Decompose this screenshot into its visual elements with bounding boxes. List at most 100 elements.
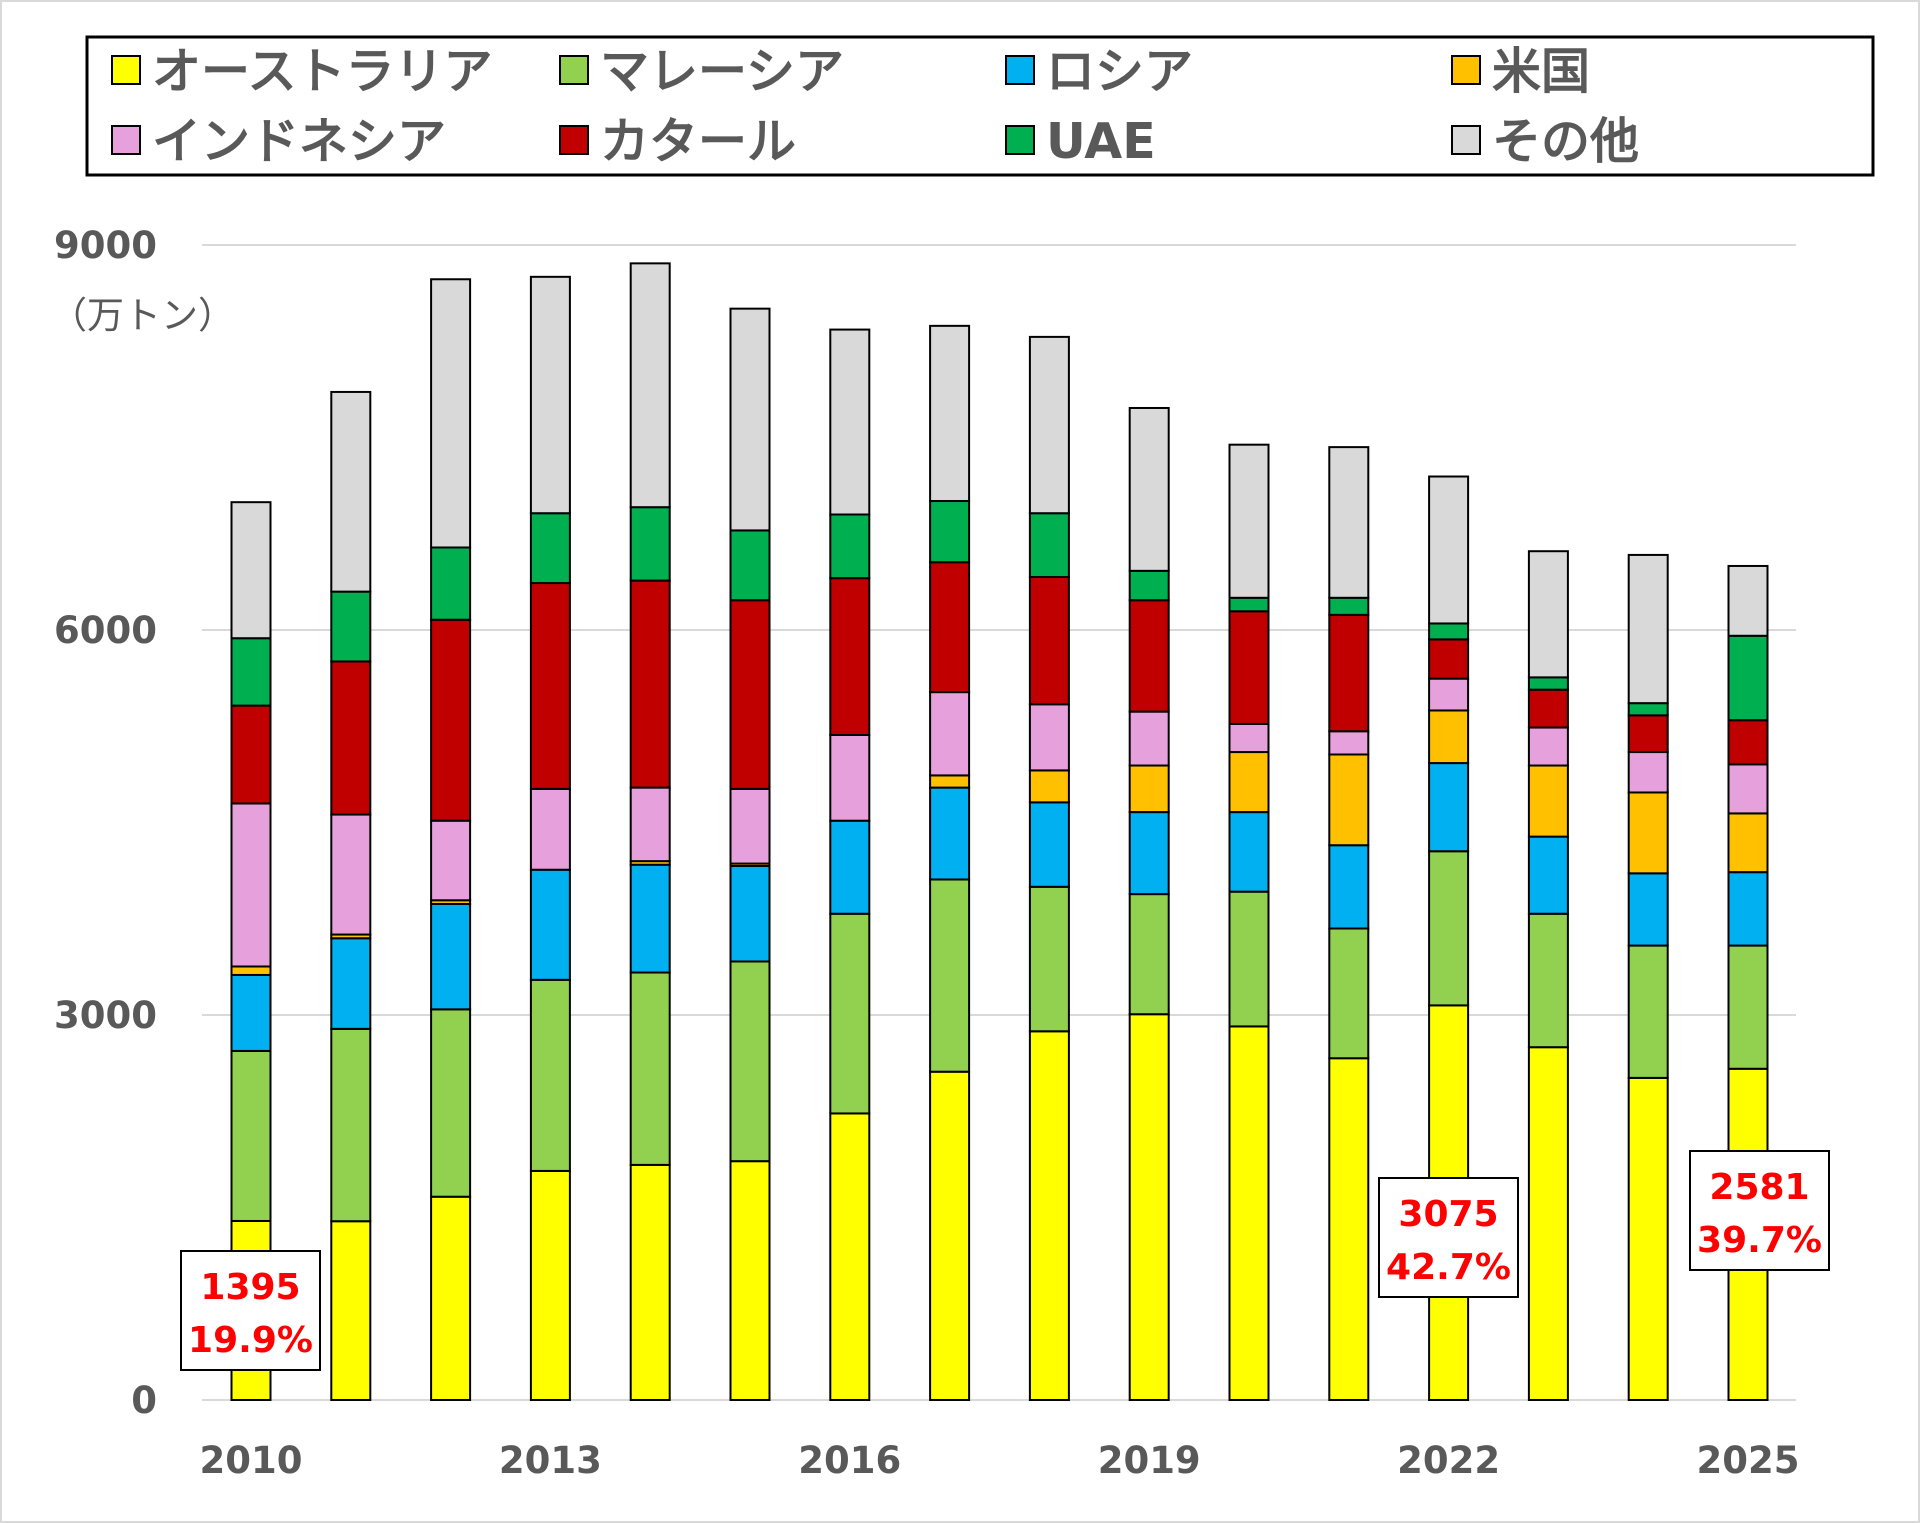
bar-segment xyxy=(1128,811,1170,896)
bar-segment xyxy=(1428,677,1470,712)
bar-segment xyxy=(1328,730,1370,756)
callout-value: 3075 xyxy=(1398,1194,1498,1235)
legend-box xyxy=(85,35,1875,177)
bar-segment xyxy=(230,1049,272,1222)
bar-segment xyxy=(729,599,771,790)
bar-segment xyxy=(529,1169,571,1402)
bar-segment xyxy=(1028,885,1070,1033)
bar-segment xyxy=(829,819,871,915)
legend-item: マレーシア xyxy=(559,43,844,100)
legend-item: カタール xyxy=(559,113,796,170)
bar-segment xyxy=(1128,599,1170,713)
bar-stack-2013 xyxy=(529,275,571,1402)
bar-segment xyxy=(529,275,571,515)
bar-segment xyxy=(1627,714,1669,754)
legend-item: インドネシア xyxy=(111,113,446,170)
bar-segment xyxy=(929,774,971,789)
legend-label: インドネシア xyxy=(152,113,446,170)
x-tick-label: 2010 xyxy=(200,1439,303,1482)
bar-segment xyxy=(430,902,472,1011)
bar-segment xyxy=(629,1163,671,1401)
bar-segment xyxy=(1328,1057,1370,1401)
legend-swatch xyxy=(559,55,589,85)
bar-segment xyxy=(1727,564,1769,637)
bar-segment xyxy=(929,324,971,503)
bar-segment xyxy=(1328,596,1370,616)
bar-segment xyxy=(1228,751,1270,814)
data-callout-2022: 3075 42.7% xyxy=(1378,1177,1519,1298)
bar-segment xyxy=(430,1195,472,1401)
bar-segment xyxy=(1028,1030,1070,1401)
bar-segment xyxy=(829,912,871,1115)
annotations: 1395 19.9% 3075 42.7% 2581 39.7% xyxy=(180,1150,1830,1371)
bar-segment xyxy=(1428,475,1470,625)
bar-stack-2016 xyxy=(829,328,871,1401)
bar-segment xyxy=(1627,872,1669,947)
bar-segment xyxy=(529,978,571,1172)
bar-stack-2014 xyxy=(629,262,671,1401)
bar-segment xyxy=(729,865,771,963)
x-tick-label: 2019 xyxy=(1098,1439,1201,1482)
bar-segment xyxy=(529,582,571,790)
bar-segment xyxy=(230,802,272,968)
bar-segment xyxy=(1128,710,1170,767)
bar-segment xyxy=(829,328,871,516)
bar-segment xyxy=(1527,1046,1569,1401)
callout-share: 39.7% xyxy=(1697,1220,1822,1261)
y-tick-label: 9000 xyxy=(54,224,157,267)
bar-segment xyxy=(1727,944,1769,1070)
bar-segment xyxy=(330,590,372,663)
x-tick-label: 2022 xyxy=(1397,1439,1500,1482)
bar-segment xyxy=(330,1027,372,1223)
bar-segment xyxy=(230,637,272,707)
bar-segment xyxy=(230,501,272,640)
legend-label: ロシア xyxy=(1046,43,1193,100)
bar-segment xyxy=(929,691,971,777)
bar-segment xyxy=(330,1220,372,1402)
bar-segment xyxy=(1228,1025,1270,1401)
bar-segment xyxy=(829,733,871,822)
bar-segment xyxy=(1727,634,1769,722)
bar-segment xyxy=(1028,703,1070,772)
bar-stack-2015 xyxy=(729,307,771,1401)
x-axis: 2010 2013 2016 2019 2022 2025 xyxy=(200,1439,1800,1482)
bar-segment xyxy=(1228,443,1270,599)
legend-item: 米国 xyxy=(1451,43,1590,100)
bar-segment xyxy=(729,307,771,532)
bar-segment xyxy=(629,262,671,509)
bar-segment xyxy=(829,513,871,580)
bar-segment xyxy=(230,965,272,976)
bar-segment xyxy=(729,787,771,865)
data-callout-2025: 2581 39.7% xyxy=(1689,1150,1830,1271)
legend-swatch xyxy=(1451,55,1481,85)
bar-segment xyxy=(829,577,871,736)
bar-segment xyxy=(1228,890,1270,1028)
callout-box xyxy=(1378,1177,1519,1298)
callout-share: 42.7% xyxy=(1386,1247,1511,1288)
bar-segment xyxy=(1228,811,1270,893)
legend-label: カタール xyxy=(600,113,796,170)
bar-segment xyxy=(529,868,571,981)
bar-stack-2024 xyxy=(1627,553,1669,1401)
bar-segment xyxy=(1228,722,1270,754)
bar-segment xyxy=(430,546,472,621)
bar-segment xyxy=(1128,893,1170,1016)
y-tick-label: 6000 xyxy=(54,609,157,652)
legend-swatch xyxy=(111,125,141,155)
bar-segment xyxy=(330,390,372,593)
bar-segment xyxy=(1328,446,1370,599)
bar-segment xyxy=(929,878,971,1073)
legend-swatch xyxy=(559,125,589,155)
bar-segment xyxy=(729,1160,771,1401)
bar-segment xyxy=(330,660,372,816)
x-tick-label: 2013 xyxy=(499,1439,602,1482)
bar-segment xyxy=(1028,801,1070,888)
bar-stack-2017 xyxy=(929,324,971,1402)
x-tick-label: 2016 xyxy=(798,1439,901,1482)
bar-segment xyxy=(230,973,272,1052)
bar-segment xyxy=(1028,769,1070,804)
legend-label: その他 xyxy=(1492,113,1639,170)
